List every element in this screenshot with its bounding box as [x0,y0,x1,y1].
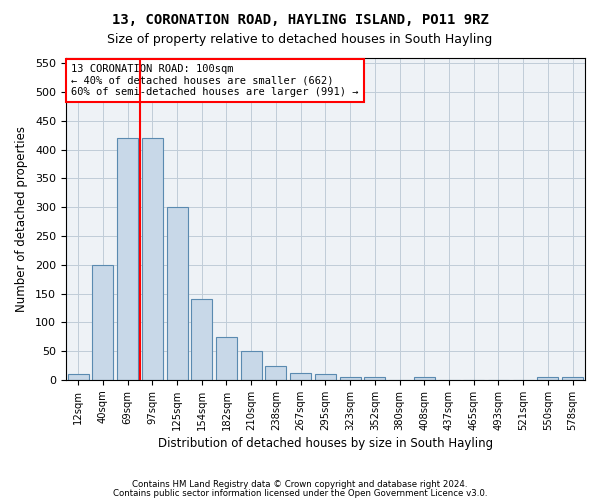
Bar [414,377,435,380]
Bar [241,351,262,380]
Text: Contains public sector information licensed under the Open Government Licence v3: Contains public sector information licen… [113,490,487,498]
Bar [315,374,336,380]
Text: 13, CORONATION ROAD, HAYLING ISLAND, PO11 9RZ: 13, CORONATION ROAD, HAYLING ISLAND, PO1… [112,12,488,26]
Bar [142,138,163,380]
Bar [562,377,583,380]
Bar [117,138,138,380]
Bar [191,300,212,380]
Bar [538,377,559,380]
Bar [364,377,385,380]
Bar [216,337,237,380]
Text: Size of property relative to detached houses in South Hayling: Size of property relative to detached ho… [107,32,493,46]
Y-axis label: Number of detached properties: Number of detached properties [15,126,28,312]
Bar [265,366,286,380]
Text: Contains HM Land Registry data © Crown copyright and database right 2024.: Contains HM Land Registry data © Crown c… [132,480,468,489]
X-axis label: Distribution of detached houses by size in South Hayling: Distribution of detached houses by size … [158,437,493,450]
Bar [167,207,188,380]
Bar [92,265,113,380]
Bar [68,374,89,380]
Bar [290,373,311,380]
Bar [340,377,361,380]
Text: 13 CORONATION ROAD: 100sqm
← 40% of detached houses are smaller (662)
60% of sem: 13 CORONATION ROAD: 100sqm ← 40% of deta… [71,64,358,97]
